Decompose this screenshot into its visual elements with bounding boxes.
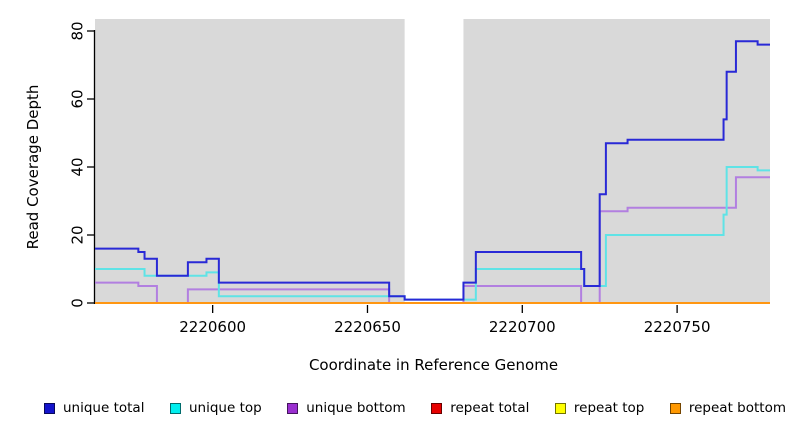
legend-item-unique-total: unique total bbox=[44, 400, 144, 416]
plot-shaded-region-0 bbox=[95, 19, 405, 304]
legend-swatch-icon-unique-total bbox=[44, 402, 55, 414]
x-tick-label: 2220650 bbox=[334, 318, 401, 336]
legend-label: unique top bbox=[189, 400, 262, 416]
y-axis-label: Read Coverage Depth bbox=[24, 84, 42, 250]
legend-swatch-icon-repeat-top bbox=[554, 402, 566, 414]
legend-swatch-icon-repeat-total bbox=[431, 402, 443, 414]
legend-label: unique total bbox=[63, 400, 145, 416]
legend-item-repeat-top: repeat top bbox=[554, 400, 645, 416]
series-line-unique-top bbox=[95, 166, 770, 301]
plot-shaded-region-1 bbox=[463, 19, 770, 304]
legend-swatch-icon-unique-bottom bbox=[287, 402, 299, 414]
legend-label: repeat total bbox=[450, 400, 530, 416]
legend-swatch-icon-unique-top bbox=[170, 402, 181, 414]
legend-item-repeat-total: repeat total bbox=[431, 400, 529, 416]
legend-item-unique-top: unique top bbox=[170, 400, 262, 416]
legend-label: repeat top bbox=[573, 400, 645, 416]
x-tick-label: 2220600 bbox=[179, 318, 246, 336]
y-tick-label: 40 bbox=[69, 157, 87, 176]
legend-item-unique-bottom: unique bottom bbox=[287, 400, 406, 416]
legend-swatch-icon-repeat-bottom bbox=[669, 402, 681, 414]
legend: unique total unique top unique bottom repea… bbox=[44, 396, 786, 420]
y-tick-label: 80 bbox=[69, 21, 87, 40]
legend-label: unique bottom bbox=[306, 400, 406, 416]
legend-label: repeat bottom bbox=[688, 400, 786, 416]
y-tick-label: 60 bbox=[69, 89, 87, 108]
y-tick-label: 20 bbox=[69, 225, 87, 244]
y-tick-label: 0 bbox=[69, 298, 87, 308]
x-tick-label: 2220700 bbox=[489, 318, 556, 336]
series-line-unique-total bbox=[95, 40, 770, 301]
x-tick-label: 2220750 bbox=[644, 318, 711, 336]
x-axis-label: Coordinate in Reference Genome bbox=[308, 356, 559, 374]
legend-item-repeat-bottom: repeat bottom bbox=[669, 400, 786, 416]
